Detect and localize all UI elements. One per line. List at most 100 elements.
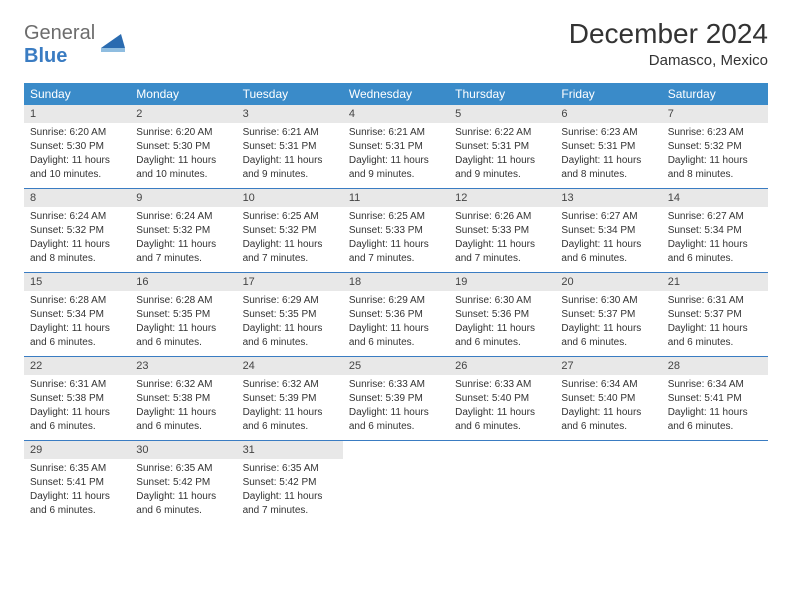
cell-info: Sunrise: 6:34 AMSunset: 5:41 PMDaylight:… — [662, 375, 768, 434]
cell-date: 18 — [343, 273, 449, 291]
calendar-cell: 29Sunrise: 6:35 AMSunset: 5:41 PMDayligh… — [24, 441, 130, 524]
sunset-line: Sunset: 5:35 PM — [136, 308, 230, 322]
sunrise-line: Sunrise: 6:25 AM — [243, 210, 337, 224]
cell-info: Sunrise: 6:33 AMSunset: 5:40 PMDaylight:… — [449, 375, 555, 434]
cell-info: Sunrise: 6:27 AMSunset: 5:34 PMDaylight:… — [555, 207, 661, 266]
sunrise-line: Sunrise: 6:22 AM — [455, 126, 549, 140]
daylight-line: Daylight: 11 hours and 8 minutes. — [561, 154, 655, 182]
sunset-line: Sunset: 5:38 PM — [136, 392, 230, 406]
daylight-line: Daylight: 11 hours and 6 minutes. — [136, 322, 230, 350]
daylight-line: Daylight: 11 hours and 8 minutes. — [30, 238, 124, 266]
cell-date: 14 — [662, 189, 768, 207]
daylight-line: Daylight: 11 hours and 8 minutes. — [668, 154, 762, 182]
daylight-line: Daylight: 11 hours and 6 minutes. — [349, 406, 443, 434]
daylight-line: Daylight: 11 hours and 6 minutes. — [136, 406, 230, 434]
day-header: Monday — [130, 83, 236, 105]
daylight-line: Daylight: 11 hours and 9 minutes. — [455, 154, 549, 182]
calendar-cell: 2Sunrise: 6:20 AMSunset: 5:30 PMDaylight… — [130, 105, 236, 188]
sunrise-line: Sunrise: 6:20 AM — [30, 126, 124, 140]
sunset-line: Sunset: 5:37 PM — [668, 308, 762, 322]
calendar-cell: 27Sunrise: 6:34 AMSunset: 5:40 PMDayligh… — [555, 357, 661, 440]
location-text: Damasco, Mexico — [569, 52, 768, 69]
daylight-line: Daylight: 11 hours and 6 minutes. — [455, 406, 549, 434]
daylight-line: Daylight: 11 hours and 7 minutes. — [243, 490, 337, 518]
daylight-line: Daylight: 11 hours and 6 minutes. — [30, 490, 124, 518]
cell-date: 8 — [24, 189, 130, 207]
cell-date: 19 — [449, 273, 555, 291]
calendar-cell: 25Sunrise: 6:33 AMSunset: 5:39 PMDayligh… — [343, 357, 449, 440]
sunset-line: Sunset: 5:39 PM — [243, 392, 337, 406]
sunset-line: Sunset: 5:33 PM — [455, 224, 549, 238]
month-title: December 2024 — [569, 18, 768, 50]
calendar-cell: 5Sunrise: 6:22 AMSunset: 5:31 PMDaylight… — [449, 105, 555, 188]
cell-date: 6 — [555, 105, 661, 123]
sunset-line: Sunset: 5:36 PM — [349, 308, 443, 322]
sunrise-line: Sunrise: 6:29 AM — [349, 294, 443, 308]
calendar: SundayMondayTuesdayWednesdayThursdayFrid… — [24, 83, 768, 524]
calendar-cell: 21Sunrise: 6:31 AMSunset: 5:37 PMDayligh… — [662, 273, 768, 356]
sunset-line: Sunset: 5:34 PM — [561, 224, 655, 238]
sunrise-line: Sunrise: 6:23 AM — [561, 126, 655, 140]
calendar-cell: 9Sunrise: 6:24 AMSunset: 5:32 PMDaylight… — [130, 189, 236, 272]
sunrise-line: Sunrise: 6:33 AM — [349, 378, 443, 392]
day-header: Thursday — [449, 83, 555, 105]
cell-info: Sunrise: 6:22 AMSunset: 5:31 PMDaylight:… — [449, 123, 555, 182]
sunrise-line: Sunrise: 6:20 AM — [136, 126, 230, 140]
logo-text: General Blue — [24, 22, 95, 68]
cell-info: Sunrise: 6:23 AMSunset: 5:32 PMDaylight:… — [662, 123, 768, 182]
calendar-cell: 1Sunrise: 6:20 AMSunset: 5:30 PMDaylight… — [24, 105, 130, 188]
cell-info: Sunrise: 6:26 AMSunset: 5:33 PMDaylight:… — [449, 207, 555, 266]
cell-info: Sunrise: 6:29 AMSunset: 5:35 PMDaylight:… — [237, 291, 343, 350]
calendar-cell: 31Sunrise: 6:35 AMSunset: 5:42 PMDayligh… — [237, 441, 343, 524]
calendar-cell: 23 Sunrise: 6:32 AMSunset: 5:38 PMDayligh… — [130, 357, 236, 440]
cell-info: Sunrise: 6:20 AMSunset: 5:30 PMDaylight:… — [130, 123, 236, 182]
daylight-line: Daylight: 11 hours and 7 minutes. — [455, 238, 549, 266]
calendar-cell: 12Sunrise: 6:26 AMSunset: 5:33 PMDayligh… — [449, 189, 555, 272]
sunrise-line: Sunrise: 6:32 AM — [136, 378, 230, 392]
logo-word-1: General — [24, 22, 95, 44]
cell-info: Sunrise: 6:30 AMSunset: 5:37 PMDaylight:… — [555, 291, 661, 350]
cell-date: 23 — [130, 357, 236, 375]
sunset-line: Sunset: 5:39 PM — [349, 392, 443, 406]
calendar-cell: 15Sunrise: 6:28 AMSunset: 5:34 PMDayligh… — [24, 273, 130, 356]
daylight-line: Daylight: 11 hours and 9 minutes. — [349, 154, 443, 182]
calendar-cell: 26Sunrise: 6:33 AMSunset: 5:40 PMDayligh… — [449, 357, 555, 440]
calendar-cell: 24Sunrise: 6:32 AMSunset: 5:39 PMDayligh… — [237, 357, 343, 440]
cell-date: 24 — [237, 357, 343, 375]
day-headers-row: SundayMondayTuesdayWednesdayThursdayFrid… — [24, 83, 768, 105]
sunset-line: Sunset: 5:30 PM — [30, 140, 124, 154]
daylight-line: Daylight: 11 hours and 6 minutes. — [561, 322, 655, 350]
daylight-line: Daylight: 11 hours and 6 minutes. — [561, 238, 655, 266]
sunrise-line: Sunrise: 6:35 AM — [136, 462, 230, 476]
daylight-line: Daylight: 11 hours and 10 minutes. — [30, 154, 124, 182]
sunset-line: Sunset: 5:38 PM — [30, 392, 124, 406]
sunset-line: Sunset: 5:31 PM — [243, 140, 337, 154]
calendar-cell: 4Sunrise: 6:21 AMSunset: 5:31 PMDaylight… — [343, 105, 449, 188]
sunrise-line: Sunrise: 6:31 AM — [668, 294, 762, 308]
calendar-cell: 18Sunrise: 6:29 AMSunset: 5:36 PMDayligh… — [343, 273, 449, 356]
sunset-line: Sunset: 5:36 PM — [455, 308, 549, 322]
sunrise-line: Sunrise: 6:24 AM — [30, 210, 124, 224]
sunrise-line: Sunrise: 6:23 AM — [668, 126, 762, 140]
calendar-cell: 13Sunrise: 6:27 AMSunset: 5:34 PMDayligh… — [555, 189, 661, 272]
calendar-cell: 7Sunrise: 6:23 AMSunset: 5:32 PMDaylight… — [662, 105, 768, 188]
sunset-line: Sunset: 5:31 PM — [349, 140, 443, 154]
cell-date: 7 — [662, 105, 768, 123]
sunset-line: Sunset: 5:40 PM — [455, 392, 549, 406]
daylight-line: Daylight: 11 hours and 6 minutes. — [561, 406, 655, 434]
cell-date: 21 — [662, 273, 768, 291]
sunrise-line: Sunrise: 6:25 AM — [349, 210, 443, 224]
calendar-cell: 3Sunrise: 6:21 AMSunset: 5:31 PMDaylight… — [237, 105, 343, 188]
daylight-line: Daylight: 11 hours and 6 minutes. — [668, 406, 762, 434]
cell-info: Sunrise: 6:29 AMSunset: 5:36 PMDaylight:… — [343, 291, 449, 350]
cell-info: Sunrise: 6:28 AMSunset: 5:35 PMDaylight:… — [130, 291, 236, 350]
sunrise-line: Sunrise: 6:29 AM — [243, 294, 337, 308]
cell-info: Sunrise: 6:35 AMSunset: 5:42 PMDaylight:… — [130, 459, 236, 518]
sunrise-line: Sunrise: 6:35 AM — [243, 462, 337, 476]
calendar-cell: 10Sunrise: 6:25 AMSunset: 5:32 PMDayligh… — [237, 189, 343, 272]
cell-date: 22 — [24, 357, 130, 375]
daylight-line: Daylight: 11 hours and 6 minutes. — [668, 238, 762, 266]
calendar-cell: 28Sunrise: 6:34 AMSunset: 5:41 PMDayligh… — [662, 357, 768, 440]
daylight-line: Daylight: 11 hours and 9 minutes. — [243, 154, 337, 182]
cell-date: 20 — [555, 273, 661, 291]
